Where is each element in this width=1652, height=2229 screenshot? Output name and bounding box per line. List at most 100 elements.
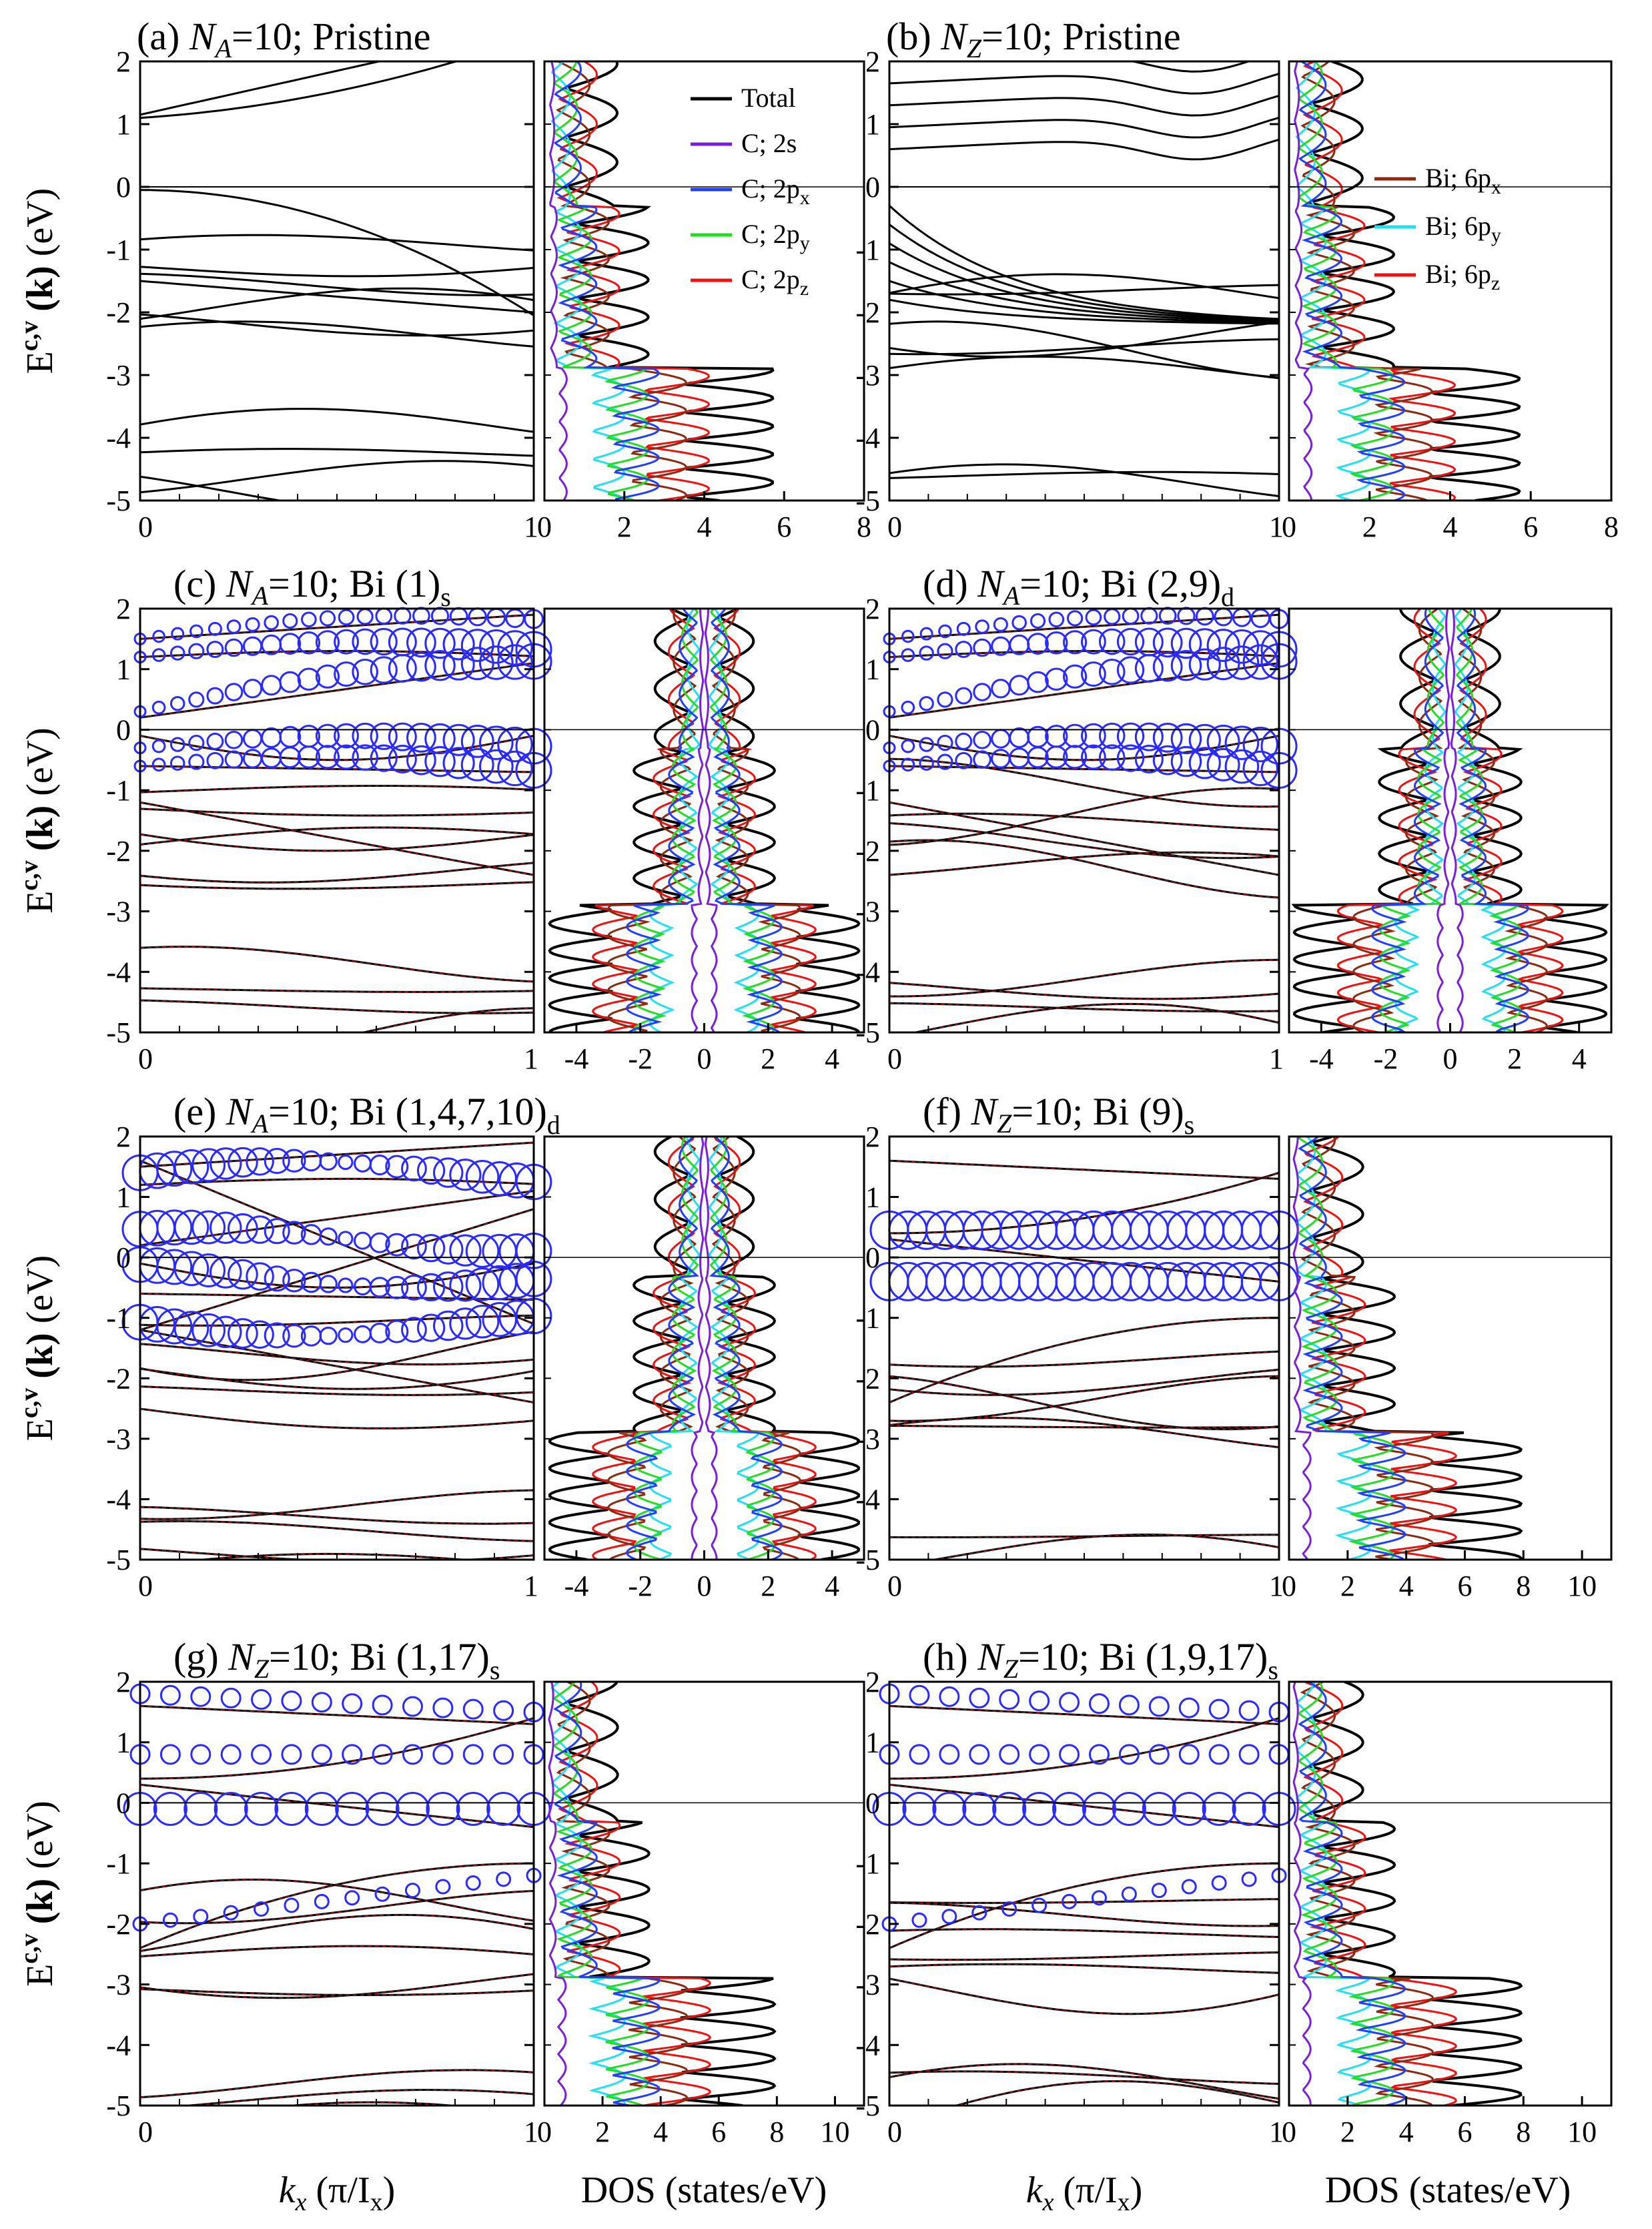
band-line-bi [889, 802, 1279, 876]
band-line [140, 313, 534, 337]
band-line [889, 1350, 1279, 1368]
band-line-bi [913, 1003, 1279, 1032]
bi-weight-circle [973, 638, 991, 657]
y-tick-label: -4 [855, 2029, 880, 2061]
band-line-bi [889, 840, 1279, 898]
bi-weight-circle [279, 746, 302, 769]
bi-weight-circle [497, 644, 533, 680]
dos-frame [1288, 1680, 1613, 2107]
bi-weight-circle [244, 1792, 279, 1826]
band-line-bi [889, 982, 1279, 1000]
bi-weight-circle [1082, 1792, 1116, 1826]
bi-weight-circle [352, 659, 378, 685]
bi-weight-circle [937, 735, 953, 751]
legend-label: C; 2s [741, 128, 797, 158]
bi-weight-circle [919, 695, 934, 711]
bi-weight-circle [171, 627, 185, 641]
x-tick-label: 2 [1340, 1570, 1355, 1602]
bi-weight-circle [1080, 661, 1106, 687]
band-line [889, 2108, 1279, 2157]
band-line-bi [889, 1595, 1279, 1621]
y-tick-label: -3 [855, 1969, 880, 2001]
bi-weight-circle [479, 749, 514, 784]
bi-weight-circle [162, 1912, 178, 1928]
bi-weight-circle [1195, 607, 1214, 626]
y-tick-label: -3 [855, 359, 880, 392]
bi-weight-circle [999, 1744, 1020, 1765]
band-line-bi [889, 787, 1279, 846]
bi-weight-circle [264, 615, 279, 631]
bi-weight-circle [190, 1744, 212, 1765]
band-line [889, 1595, 1279, 1621]
dos-curve [552, 1682, 649, 2106]
bi-weight-circle [1045, 631, 1068, 655]
bi-weight-circle [344, 1890, 360, 1906]
panel-title: (d) NA=10; Bi (2,9)d [923, 562, 1234, 612]
bi-weight-circle [449, 1307, 482, 1340]
bi-weight-circle [1152, 723, 1183, 753]
bi-weight-circle [955, 751, 973, 769]
dos-curve [626, 609, 699, 1032]
bi-weight-circle [1011, 615, 1027, 631]
band-line-bi [889, 1596, 1279, 1624]
bi-weight-circle [1170, 745, 1202, 777]
bi-weight-circle [937, 643, 953, 659]
bi-weight-circle [206, 641, 224, 658]
band-line-bi [889, 1899, 1279, 1903]
x-tick-label: 1 [1269, 511, 1284, 543]
bi-weight-circle [505, 608, 525, 628]
band-line-bi [140, 1973, 534, 1999]
band-line [889, 757, 1279, 808]
band-line-bi [140, 1160, 534, 1325]
bi-weight-circle [971, 1905, 987, 1921]
band-line-bi [889, 1239, 1279, 1282]
bi-weight-circle [1059, 1744, 1080, 1765]
bi-weight-circle [335, 1792, 370, 1826]
dos-curve [548, 609, 693, 1032]
band-line-bi [889, 1425, 1279, 1428]
bi-weight-circle [173, 1149, 210, 1185]
bi-weight-circle [353, 1325, 372, 1343]
panel-title: (g) NZ=10; Bi (1,17)s [173, 1635, 500, 1685]
dos-curve [1336, 609, 1442, 1032]
bi-weight-circle [1134, 722, 1164, 751]
bi-weight-circle [1098, 659, 1126, 685]
x-tick-label: 0 [887, 1042, 902, 1075]
band-line [889, 1048, 1279, 1083]
bi-weight-circle [319, 610, 336, 627]
bi-weight-circle [1241, 1871, 1257, 1887]
bi-weight-circle [911, 1912, 927, 1928]
panel-title: (f) NZ=10; Bi (9)s [923, 1090, 1194, 1140]
dos-curve [709, 1137, 775, 1560]
band-line [140, 2069, 534, 2099]
bi-weight-circle [1242, 726, 1278, 763]
bi-weight-circle [939, 1744, 960, 1765]
bi-weight-circle [1062, 1893, 1078, 1909]
band-line [140, 1704, 534, 1725]
y-tick-label: -5 [106, 2090, 131, 2122]
dos-curve [711, 609, 801, 1032]
bi-weight-circle [365, 1792, 400, 1826]
svg-text:Ec,v (k) (eV): Ec,v (k) (eV) [15, 727, 61, 914]
bi-weight-circle [919, 755, 934, 771]
band-line [889, 1963, 1279, 1974]
band-line [140, 2118, 534, 2160]
y-tick-label: 1 [116, 1181, 131, 1214]
y-tick-label: -4 [106, 2029, 131, 2061]
bi-weight-circle [493, 1700, 514, 1721]
bi-weight-circle [388, 722, 417, 751]
bi-weight-circle [297, 745, 321, 769]
bi-weight-circle [264, 1265, 290, 1292]
bi-weight-circle [1091, 1890, 1107, 1906]
bi-weight-circle [352, 722, 378, 749]
bi-weight-circle [191, 1313, 226, 1347]
bi-weight-circle [226, 619, 242, 634]
bi-weight-circle [401, 1274, 427, 1301]
bi-weight-circle [210, 1147, 242, 1180]
bi-weight-circle [228, 1147, 258, 1178]
x-tick-label: 4 [1572, 1042, 1587, 1075]
bi-weight-circle [919, 737, 934, 752]
band-line [140, 808, 534, 817]
bi-weight-circle [151, 700, 166, 715]
band-line [140, 1385, 534, 1396]
